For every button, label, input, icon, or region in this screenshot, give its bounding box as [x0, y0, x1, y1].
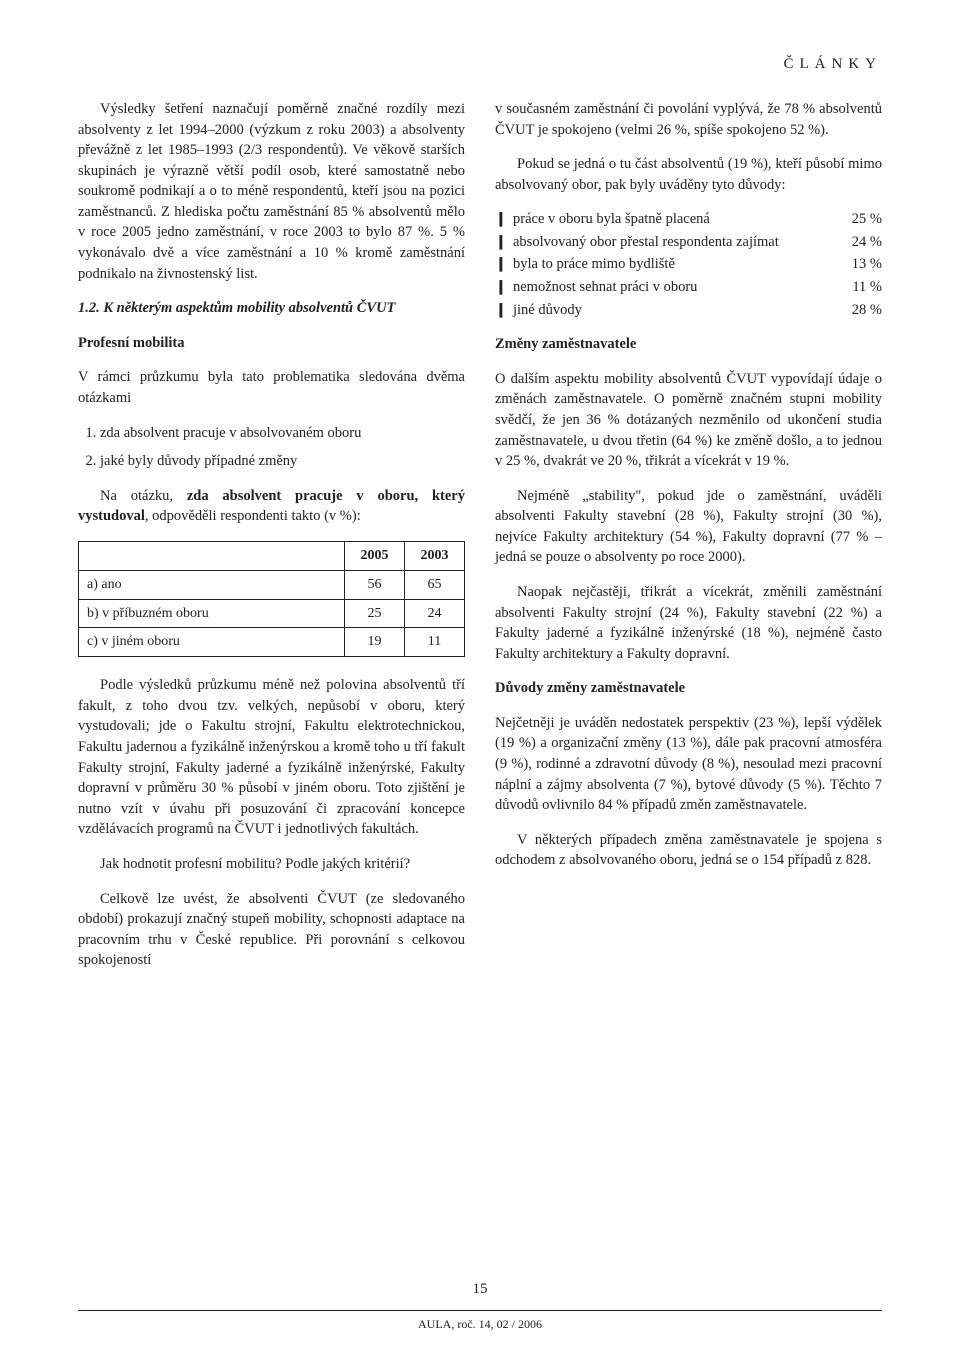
table-cell: 19 [345, 628, 405, 657]
sub-heading: Důvody změny zaměstnavatele [495, 678, 882, 699]
subsection-number: 1.2. [78, 300, 100, 316]
bullet-icon: ❙ [495, 277, 513, 297]
subsection-text: K některým aspektům mobility absolventů … [103, 300, 395, 316]
table-header-cell: 2003 [405, 541, 465, 570]
bullet-icon: ❙ [495, 209, 513, 229]
body-paragraph: Jak hodnotit profesní mobilitu? Podle ja… [78, 854, 465, 875]
body-paragraph: Naopak nejčastěji, třikrát a vícekrát, z… [495, 582, 882, 664]
reasons-list: ❙ práce v oboru byla špatně placená 25 %… [495, 209, 882, 320]
right-column: v současném zaměstnání či povolání vyplý… [495, 99, 882, 985]
list-item: jaké byly důvody případné změny [100, 451, 465, 472]
reason-label: práce v oboru byla špatně placená [513, 209, 838, 230]
body-paragraph: Podle výsledků průzkumu méně než polovin… [78, 675, 465, 840]
page-number: 15 [0, 1281, 960, 1298]
table-cell: a) ano [79, 570, 345, 599]
footer-citation: AULA, roč. 14, 02 / 2006 [78, 1310, 882, 1332]
reason-item: ❙ byla to práce mimo bydliště 13 % [495, 254, 882, 275]
bullet-icon: ❙ [495, 254, 513, 274]
table-header-row: 2005 2003 [79, 541, 465, 570]
body-paragraph: V některých případech změna zaměstnavate… [495, 830, 882, 871]
body-paragraph: Nejčetněji je uváděn nedostatek perspekt… [495, 713, 882, 816]
section-header: ČLÁNKY [78, 56, 882, 73]
reason-item: ❙ práce v oboru byla špatně placená 25 % [495, 209, 882, 230]
table-cell: 65 [405, 570, 465, 599]
reason-percent: 11 % [838, 277, 882, 298]
body-paragraph: V rámci průzkumu byla tato problematika … [78, 367, 465, 408]
body-paragraph: Výsledky šetření naznačují poměrně značn… [78, 99, 465, 284]
table-cell: 24 [405, 599, 465, 628]
reason-item: ❙ nemožnost sehnat práci v oboru 11 % [495, 277, 882, 298]
table-row: c) v jiném oboru 19 11 [79, 628, 465, 657]
body-paragraph: O dalším aspektu mobility absolventů ČVU… [495, 369, 882, 472]
sub-heading: Profesní mobilita [78, 333, 465, 354]
reason-percent: 28 % [838, 300, 882, 321]
reason-percent: 24 % [838, 232, 882, 253]
reason-label: byla to práce mimo bydliště [513, 254, 838, 275]
reason-percent: 13 % [838, 254, 882, 275]
body-paragraph: Pokud se jedná o tu část absolventů (19 … [495, 154, 882, 195]
text-run: , odpověděli respondenti takto (v %): [145, 508, 361, 524]
reason-percent: 25 % [838, 209, 882, 230]
numbered-list: zda absolvent pracuje v absolvovaném obo… [100, 423, 465, 472]
reason-label: jiné důvody [513, 300, 838, 321]
reason-item: ❙ jiné důvody 28 % [495, 300, 882, 321]
list-item: zda absolvent pracuje v absolvovaném obo… [100, 423, 465, 444]
two-column-layout: Výsledky šetření naznačují poměrně značn… [78, 99, 882, 985]
body-paragraph: Na otázku, zda absolvent pracuje v oboru… [78, 486, 465, 527]
reason-label: absolvovaný obor přestal respondenta zaj… [513, 232, 838, 253]
response-table: 2005 2003 a) ano 56 65 b) v příbuzném ob… [78, 541, 465, 658]
body-paragraph: Celkově lze uvést, že absolventi ČVUT (z… [78, 889, 465, 971]
table-cell: b) v příbuzném oboru [79, 599, 345, 628]
table-cell: 56 [345, 570, 405, 599]
table-cell: c) v jiném oboru [79, 628, 345, 657]
sub-heading: Změny zaměstnavatele [495, 334, 882, 355]
table-row: a) ano 56 65 [79, 570, 465, 599]
table-cell: 25 [345, 599, 405, 628]
page: ČLÁNKY Výsledky šetření naznačují poměrn… [0, 0, 960, 1366]
table-cell: 11 [405, 628, 465, 657]
reason-label: nemožnost sehnat práci v oboru [513, 277, 838, 298]
reason-item: ❙ absolvovaný obor přestal respondenta z… [495, 232, 882, 253]
bullet-icon: ❙ [495, 300, 513, 320]
table-row: b) v příbuzném oboru 25 24 [79, 599, 465, 628]
body-paragraph: Nejméně „stability", pokud jde o zaměstn… [495, 486, 882, 568]
body-paragraph: v současném zaměstnání či povolání vyplý… [495, 99, 882, 140]
left-column: Výsledky šetření naznačují poměrně značn… [78, 99, 465, 985]
text-run: Na otázku, [100, 488, 187, 504]
table-header-cell: 2005 [345, 541, 405, 570]
subsection-title: 1.2. K některým aspektům mobility absolv… [78, 298, 465, 319]
bullet-icon: ❙ [495, 232, 513, 252]
table-header-cell [79, 541, 345, 570]
